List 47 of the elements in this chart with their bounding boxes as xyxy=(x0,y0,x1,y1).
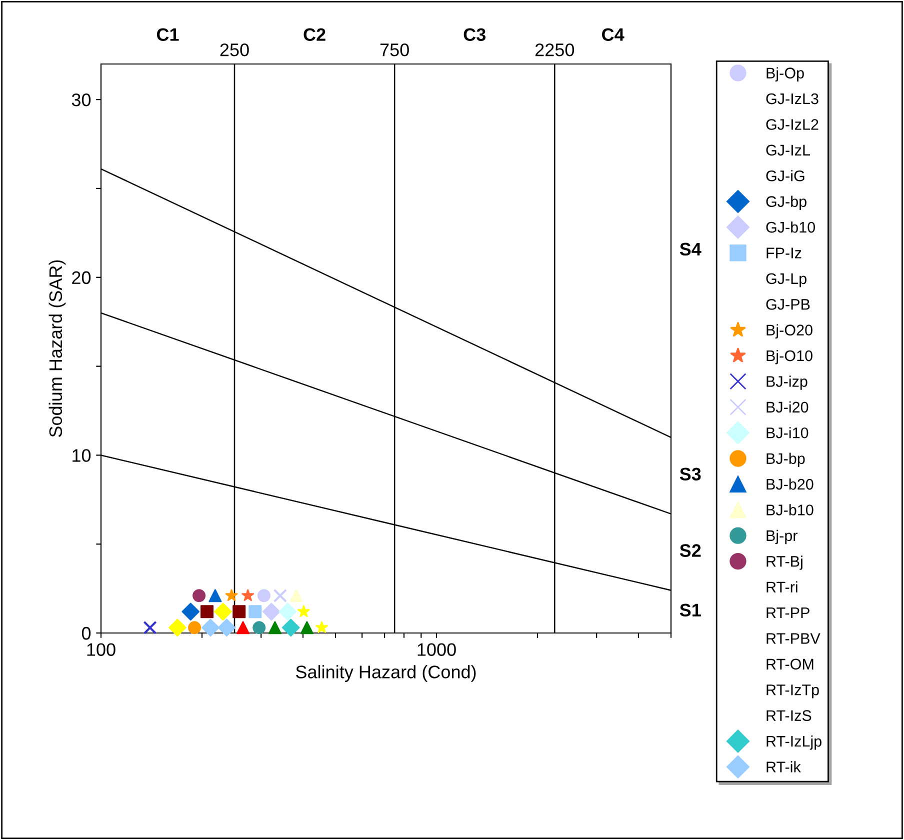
legend-label: GJ-b10 xyxy=(766,221,815,233)
y-axis-title: Sodium Hazard (SAR) xyxy=(48,260,66,437)
x-axis-title: Salinity Hazard (Cond) xyxy=(296,665,476,682)
text: C1 xyxy=(156,28,179,41)
text: RT-ri xyxy=(766,581,798,592)
legend-label: RT-IzLjp xyxy=(766,735,822,750)
text: GJ-iG xyxy=(766,170,804,182)
text: RT-IzTp xyxy=(766,684,819,698)
legend-label: BJ-b20 xyxy=(766,478,814,490)
ref-line-label: 250 xyxy=(220,43,249,56)
legend-label: FP-Iz xyxy=(766,248,802,258)
legend-label: Bj-pr xyxy=(766,530,798,544)
text: RT-IzS xyxy=(766,710,812,721)
text: RT-PBV xyxy=(766,633,820,644)
x-tick-label: 1000 xyxy=(418,643,456,656)
y-tick-label: 10 xyxy=(72,449,91,462)
legend-label: BJ-izp xyxy=(766,376,808,390)
legend-label: RT-Bj xyxy=(766,556,802,570)
legend-label: BJ-i10 xyxy=(766,427,808,438)
ref-line-label: 750 xyxy=(380,43,409,56)
y-tick-label: 0 xyxy=(82,626,91,640)
text: C2 xyxy=(304,28,326,41)
legend-label: GJ-bp xyxy=(766,196,806,210)
x-tick-label: 100 xyxy=(87,643,116,656)
y-tick-label: 30 xyxy=(72,93,91,106)
legend-label: RT-ik xyxy=(766,761,801,772)
text: S2 xyxy=(680,544,701,557)
legend-label: BJ-i20 xyxy=(766,401,808,413)
text: GJ-Lp xyxy=(766,273,806,288)
text: S3 xyxy=(680,468,701,481)
text: GJ-IzL3 xyxy=(766,93,818,104)
legend-label: BJ-b10 xyxy=(766,504,814,516)
y-tick-label: 20 xyxy=(72,271,91,284)
text: RT-OM xyxy=(766,658,814,670)
text: GJ-IzL2 xyxy=(766,119,818,130)
legend-label: Bj-O20 xyxy=(766,324,812,339)
text: S1 xyxy=(680,604,701,617)
ref-line-label: 2250 xyxy=(535,43,574,56)
legend-label: BJ-bp xyxy=(766,452,805,468)
legend-label: Bj-Op xyxy=(766,67,804,82)
text: S4 xyxy=(680,242,702,256)
text: GJ-IzL xyxy=(766,144,810,156)
legend-label: Bj-O10 xyxy=(766,350,812,364)
text: C3 xyxy=(464,28,486,42)
text: GJ-PB xyxy=(766,298,810,310)
text: RT-PP xyxy=(766,608,810,618)
text: C4 xyxy=(602,28,624,41)
